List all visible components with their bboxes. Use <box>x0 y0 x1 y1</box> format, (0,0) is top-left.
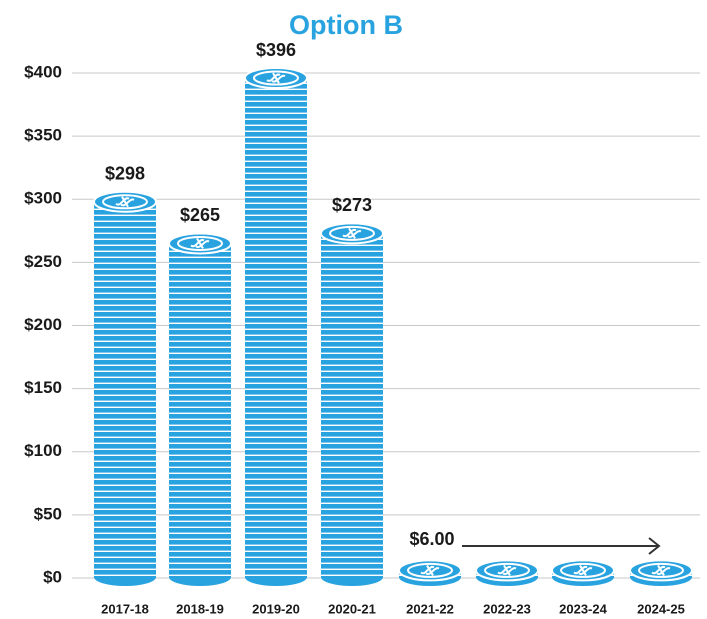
chart-title: Option B <box>289 10 403 40</box>
x-tick-label: 2023-24 <box>559 601 607 616</box>
bar <box>245 78 307 578</box>
value-label: $298 <box>105 164 145 184</box>
value-label: $265 <box>180 205 220 225</box>
x-tick-label: 2021-22 <box>406 601 454 616</box>
value-label: $273 <box>332 195 372 215</box>
y-tick-label: $200 <box>24 315 62 334</box>
y-tick-label: $150 <box>24 378 62 397</box>
value-label: $396 <box>256 40 296 60</box>
y-tick-label: $0 <box>43 567 62 586</box>
y-tick-label: $350 <box>24 126 62 145</box>
bars: 2017-18 $298 2018-19 $265 2019-20 $396 2020-21… <box>94 40 692 617</box>
y-tick-label: $300 <box>24 189 62 208</box>
x-tick-label: 2020-21 <box>328 601 376 616</box>
bar <box>169 243 231 578</box>
y-tick-label: $100 <box>24 441 62 460</box>
bar <box>321 233 383 578</box>
value-label: $6.00 <box>409 529 454 549</box>
x-tick-label: 2022-23 <box>483 601 531 616</box>
y-tick-label: $50 <box>34 504 62 523</box>
x-tick-label: 2017-18 <box>101 601 149 616</box>
x-tick-label: 2024-25 <box>637 601 685 616</box>
x-tick-label: 2018-19 <box>176 601 224 616</box>
y-tick-label: $400 <box>24 62 62 81</box>
chart: Option B $0 $50 $100 $150 $200 $250 $300 $350 $4… <box>0 0 707 619</box>
bar <box>94 202 156 578</box>
x-tick-label: 2019-20 <box>252 601 300 616</box>
y-tick-label: $250 <box>24 252 62 271</box>
